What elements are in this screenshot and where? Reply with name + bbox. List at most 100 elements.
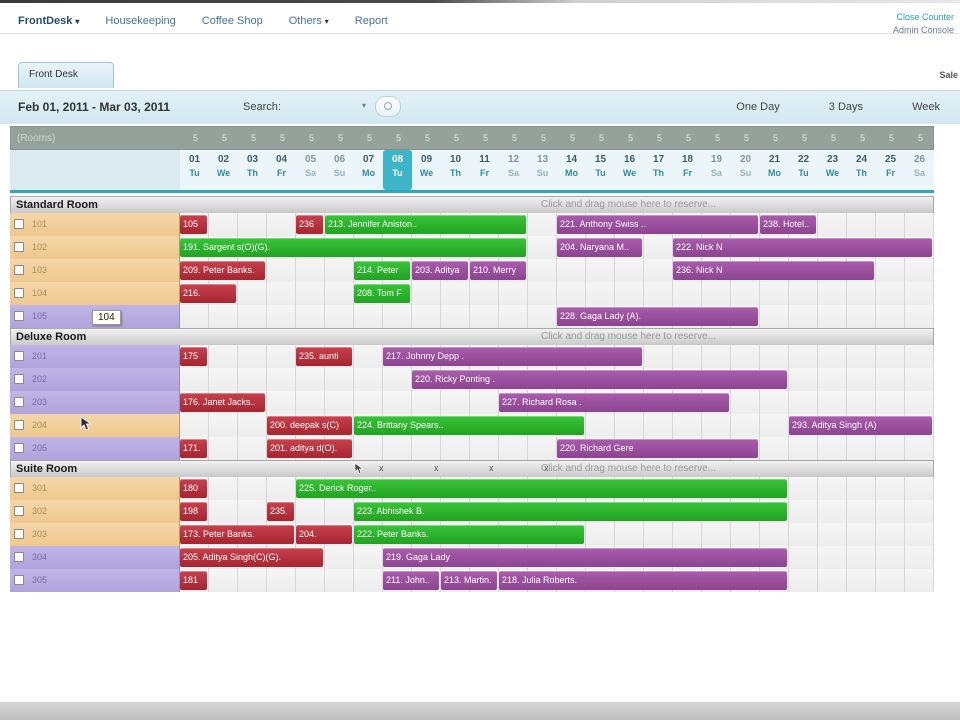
room-label-304[interactable]: 304 [10,546,180,569]
room-label-203[interactable]: 203 [10,391,180,414]
nav-item-frontdesk[interactable]: FrontDesk ▾ [18,15,80,27]
day-column-10[interactable]: 10 Th [441,150,470,190]
reservation-bar[interactable]: 216. [180,284,236,303]
close-counter-link[interactable]: Close Counter [896,12,954,22]
room-checkbox[interactable] [14,265,24,275]
room-label-302[interactable]: 302 [10,500,180,523]
reservation-bar[interactable]: 203. Aditya [412,261,468,280]
room-label-102[interactable]: 102 [10,236,180,259]
day-column-24[interactable]: 24 Th [847,150,876,190]
room-checkbox[interactable] [14,288,24,298]
reservation-bar[interactable]: 214. Peter [354,261,410,280]
reservation-bar[interactable]: 222. Peter Banks. [354,525,584,544]
room-timeline[interactable]: 209. Peter Banks. 214. Peter 203. Aditya 21… [180,259,934,282]
day-column-07[interactable]: 07 Mo [354,150,383,190]
room-checkbox[interactable] [14,397,24,407]
day-column-15[interactable]: 15 Tu [586,150,615,190]
reservation-bar[interactable]: 238. Hotel.. [760,215,816,234]
reservation-bar[interactable]: 191. Sargent s(O)(G). [180,238,526,257]
view-3-days-button[interactable]: 3 Days [828,101,864,113]
room-label-201[interactable]: 201 [10,345,180,368]
day-column-18[interactable]: 18 Fr [673,150,702,190]
room-timeline[interactable]: 105 236 213. Jennifer Aniston.. 221. Anthon… [180,213,934,236]
room-timeline[interactable]: 176. Janet Jacks.. 227. Richard Rosa . [180,391,934,414]
reservation-bar[interactable]: 220. Richard Gere [557,439,758,458]
view-week-button[interactable]: Week [912,101,940,113]
reservation-bar[interactable]: 225. Derick Roger.. [296,479,787,498]
reservation-bar[interactable]: 173. Peter Banks. [180,525,294,544]
room-timeline[interactable]: 191. Sargent s(O)(G). 204. Naryana M.. 222… [180,236,934,259]
reservation-bar[interactable]: 200. deepak s(C) [267,416,352,435]
reservation-bar[interactable]: 217. Johnny Depp . [383,347,642,366]
room-label-104[interactable]: 104 [10,282,180,305]
reservation-bar[interactable]: 209. Peter Banks. [180,261,265,280]
reservation-bar[interactable]: 211. John.. [383,571,439,590]
room-checkbox[interactable] [14,242,24,252]
room-checkbox[interactable] [14,529,24,539]
reservation-bar[interactable]: 219. Gaga Lady [383,548,787,567]
day-column-21[interactable]: 21 Mo [760,150,789,190]
reservation-bar[interactable]: 223. Abhishek B. [354,502,787,521]
day-column-16[interactable]: 16 We [615,150,644,190]
reservation-bar[interactable]: 220. Ricky Ponting . [412,370,787,389]
room-checkbox[interactable] [14,420,24,430]
room-timeline[interactable]: 171. 201. aditya d(O). 220. Richard Gere [180,437,934,460]
day-column-17[interactable]: 17 Th [644,150,673,190]
room-checkbox[interactable] [14,443,24,453]
room-label-204[interactable]: 204 [10,414,180,437]
reservation-bar[interactable]: 208. Tom F [354,284,410,303]
reservation-bar[interactable]: 176. Janet Jacks.. [180,393,265,412]
day-column-05[interactable]: 05 Sa [296,150,325,190]
view-one-day-button[interactable]: One Day [736,101,780,113]
reservation-bar[interactable]: 205. Aditya Singh(C)(G). [180,548,323,567]
reservation-bar[interactable]: 236 [296,215,323,234]
nav-item-others[interactable]: Others ▾ [288,15,329,27]
day-column-02[interactable]: 02 We [209,150,238,190]
reservation-bar[interactable]: 222. Nick N [673,238,932,257]
reservation-bar[interactable]: 236. Nick N [673,261,874,280]
room-checkbox[interactable] [14,506,24,516]
reservation-bar[interactable]: 198 [180,502,207,521]
chevron-down-icon[interactable]: ▾ [362,101,367,110]
room-checkbox[interactable] [14,575,24,585]
reservation-bar[interactable]: 228. Gaga Lady (A). [557,307,758,326]
day-column-11[interactable]: 11 Fr [470,150,499,190]
day-column-22[interactable]: 22 Tu [789,150,818,190]
room-label-303[interactable]: 303 [10,523,180,546]
room-timeline[interactable]: 180 225. Derick Roger.. [180,477,934,500]
reservation-bar[interactable]: 235. [267,502,294,521]
room-checkbox[interactable] [14,374,24,384]
reservation-bar[interactable]: 218. Julia Roberts. [499,571,787,590]
reservation-bar[interactable]: 224. Brittany Spears.. [354,416,584,435]
day-column-03[interactable]: 03 Th [238,150,267,190]
room-timeline[interactable]: 200. deepak s(C) 224. Brittany Spears.. 29… [180,414,934,437]
day-column-09[interactable]: 09 We [412,150,441,190]
reservation-bar[interactable]: 204. Naryana M.. [557,238,642,257]
reservation-bar[interactable]: 204. [296,525,352,544]
room-timeline[interactable]: 220. Ricky Ponting . [180,368,934,391]
day-column-26[interactable]: 26 Sa [905,150,934,190]
day-column-19[interactable]: 19 Sa [702,150,731,190]
tab-front-desk[interactable]: Front Desk [18,62,114,88]
room-timeline[interactable]: 181 211. John.. 213. Martin. 218. Julia Rob… [180,569,934,592]
reservation-bar[interactable]: 175 [180,347,207,366]
reservation-bar[interactable]: 213. Jennifer Aniston.. [325,215,526,234]
reservation-bar[interactable]: 105 [180,215,207,234]
reservation-bar[interactable]: 171. [180,439,207,458]
search-input[interactable] [290,98,360,115]
nav-item-housekeeping[interactable]: Housekeeping [105,15,176,27]
search-button[interactable] [375,96,401,117]
reservation-bar[interactable]: 180 [180,479,207,498]
admin-console-link[interactable]: Admin Console [892,25,954,35]
room-timeline[interactable]: 216. 208. Tom F [180,282,934,305]
reservation-bar[interactable]: 221. Anthony Swiss .. [557,215,758,234]
reservation-bar[interactable]: 235. aunti [296,347,352,366]
reservation-bar[interactable]: 293. Aditya Singh (A) [789,416,932,435]
room-label-103[interactable]: 103 [10,259,180,282]
reservation-bar[interactable]: 227. Richard Rosa . [499,393,729,412]
room-timeline[interactable]: 198 235. 223. Abhishek B. [180,500,934,523]
room-label-301[interactable]: 301 [10,477,180,500]
room-checkbox[interactable] [14,219,24,229]
reservation-bar[interactable]: 201. aditya d(O). [267,439,352,458]
room-timeline[interactable]: 173. Peter Banks. 204. 222. Peter Banks. [180,523,934,546]
